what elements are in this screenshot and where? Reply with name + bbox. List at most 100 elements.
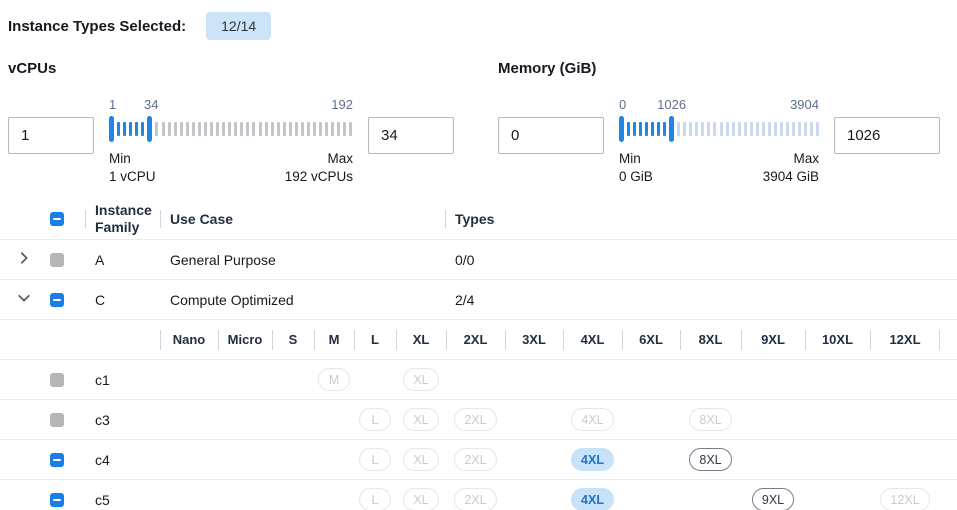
instance-checkbox xyxy=(50,412,64,427)
checkbox-cell xyxy=(48,252,85,267)
memory-min-input[interactable] xyxy=(498,117,604,154)
slider-handle-min[interactable] xyxy=(619,116,624,142)
size-cell xyxy=(870,400,940,439)
slider-tick-selected xyxy=(657,122,661,136)
slider-tick xyxy=(282,122,286,136)
slider-tick xyxy=(234,122,238,136)
size-cell: 8XL xyxy=(680,440,741,479)
instance-row: c1 M XL xyxy=(0,360,957,400)
vcpus-filter: vCPUs 1 34 192 Min 1 vCPU Max 192 xyxy=(8,60,454,186)
instance-row: c4 L XL 2XL 4XL 8XL xyxy=(0,440,957,480)
size-badge[interactable]: 4XL xyxy=(571,448,614,471)
memory-max-input[interactable] xyxy=(834,117,940,154)
slider-tick xyxy=(179,122,183,136)
size-cell xyxy=(218,480,272,510)
select-all-checkbox[interactable] xyxy=(50,212,64,226)
slider-handle-max[interactable] xyxy=(147,116,153,142)
size-badge: 8XL xyxy=(689,408,732,431)
size-badge[interactable]: 9XL xyxy=(751,488,795,510)
family-checkbox[interactable] xyxy=(50,292,64,307)
memory-filter: Memory (GiB) 0 1026 3904 Min 0 GiB Max xyxy=(498,60,940,186)
size-cell: 4XL xyxy=(563,480,622,510)
selected-count-badge: 12/14 xyxy=(206,12,272,40)
size-column-header: 10XL xyxy=(805,320,870,359)
size-cell: 12XL xyxy=(870,480,940,510)
size-cell xyxy=(272,400,314,439)
slider-tick xyxy=(319,122,323,136)
family-checkbox xyxy=(50,252,64,267)
size-cell xyxy=(218,440,272,479)
slider-tick xyxy=(803,122,807,136)
slider-tick xyxy=(325,122,329,136)
size-cell: L xyxy=(354,440,396,479)
size-column-header: 4XL xyxy=(563,320,622,359)
max-value: 192 vCPUs xyxy=(284,169,353,184)
checkbox-cell xyxy=(48,492,85,507)
slider-tick xyxy=(343,122,347,136)
slider-tick xyxy=(222,122,226,136)
slider-tick xyxy=(683,122,687,136)
slider-tick xyxy=(216,122,220,136)
max-value: 3904 GiB xyxy=(762,169,819,184)
instance-checkbox[interactable] xyxy=(50,492,64,507)
size-cell xyxy=(680,480,741,510)
size-cell xyxy=(622,440,680,479)
types-count: 0/0 xyxy=(455,251,475,268)
slider-tick-selected xyxy=(627,122,631,136)
scale-label-mid: 1026 xyxy=(657,97,687,112)
memory-scale-labels: 0 1026 3904 xyxy=(619,97,819,115)
checkbox-cell xyxy=(48,292,85,307)
size-cell xyxy=(622,360,680,399)
slider-tick xyxy=(307,122,310,136)
slider-handle-min[interactable] xyxy=(109,116,114,142)
slider-tick xyxy=(276,122,280,136)
vcpus-max-input[interactable] xyxy=(368,117,454,154)
size-header-grid: Nano Micro S M L XL 2XL 3XL 4XL 6XL 8XL 9XL 10XL 12XL xyxy=(160,320,940,359)
memory-slider-track[interactable] xyxy=(619,115,819,143)
slider-tick xyxy=(349,122,353,136)
size-badge[interactable]: 8XL xyxy=(689,448,732,471)
table-body: A General Purpose 0/0 C Compute Optimized 2/4… xyxy=(0,240,957,510)
table-header-row: Instance Family Use Case Types xyxy=(0,199,957,240)
vcpus-slider-track[interactable] xyxy=(109,115,353,143)
size-column-header: XL xyxy=(396,320,446,359)
max-label: Max xyxy=(793,151,819,166)
slider-tick xyxy=(755,122,759,136)
expand-toggle[interactable] xyxy=(17,251,31,268)
memory-slider: 0 1026 3904 Min 0 GiB Max 3904 GiB xyxy=(619,97,819,186)
size-badge: L xyxy=(359,408,391,431)
size-column-header: 6XL xyxy=(622,320,680,359)
size-cell: 4XL xyxy=(563,440,622,479)
slider-tick xyxy=(191,122,195,136)
size-badge[interactable]: 4XL xyxy=(571,488,614,510)
size-column-header: L xyxy=(354,320,396,359)
size-column-header: Micro xyxy=(218,320,272,359)
size-header-offset xyxy=(0,320,160,359)
slider-tick xyxy=(701,122,705,136)
size-cell xyxy=(160,480,218,510)
instance-size-grid: L XL 2XL 4XL 8XL xyxy=(160,440,940,479)
slider-tick xyxy=(761,122,765,136)
family-name: A xyxy=(95,251,105,268)
size-cell xyxy=(272,440,314,479)
size-badge: L xyxy=(359,448,391,471)
expand-toggle[interactable] xyxy=(17,291,31,308)
size-badge: 2XL xyxy=(454,408,497,431)
instance-size-grid: L XL 2XL 4XL 8XL xyxy=(160,400,940,439)
size-cell: M xyxy=(314,360,354,399)
slider-tick xyxy=(173,122,177,136)
slider-tick xyxy=(167,122,171,136)
size-column-header: 3XL xyxy=(505,320,563,359)
slider-handle-max[interactable] xyxy=(669,116,675,142)
size-cell xyxy=(218,360,272,399)
size-cell xyxy=(870,360,940,399)
size-cell xyxy=(160,400,218,439)
instance-checkbox[interactable] xyxy=(50,452,64,467)
size-cell xyxy=(563,360,622,399)
size-cell xyxy=(272,360,314,399)
size-cell: 8XL xyxy=(680,400,741,439)
max-label: Max xyxy=(327,151,353,166)
vcpus-min-input[interactable] xyxy=(8,117,94,154)
selection-summary-bar: Instance Types Selected: 12/14 xyxy=(0,0,957,40)
slider-tick xyxy=(719,122,723,136)
